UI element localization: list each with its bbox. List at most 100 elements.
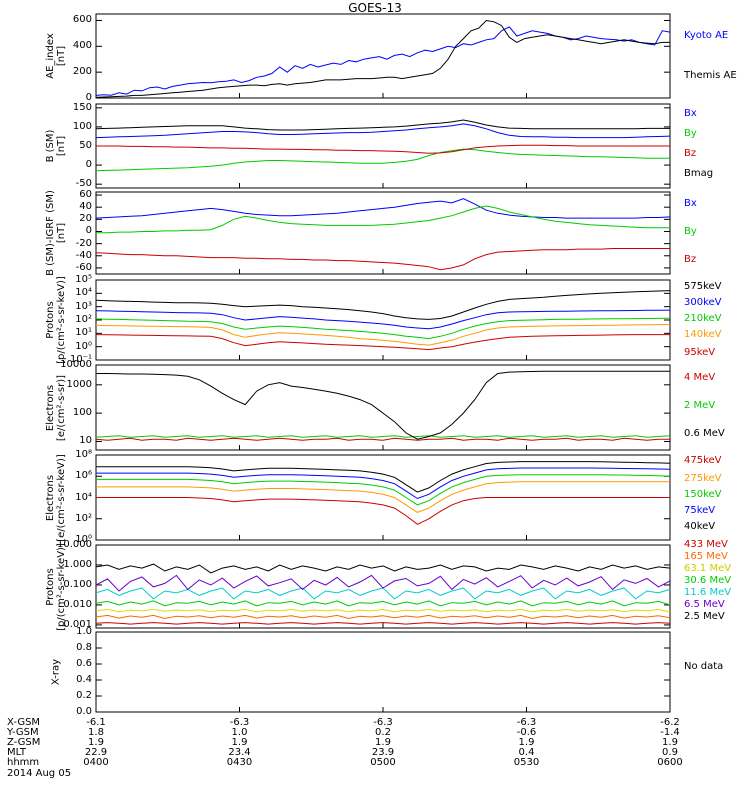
y-tick-label: 10⁴ [75,492,92,503]
x-axis-row-value: 1.9 [518,737,535,748]
y-tick-label: 0.010 [63,599,92,610]
x-axis-row-value: 23.4 [228,747,251,758]
legend-label: Bz [684,254,697,265]
series-line-210kev [95,317,671,340]
y-tick-label: 20 [79,213,92,224]
y-tick-label: 1.0 [76,626,92,637]
y-tick-label: 200 [72,66,92,77]
x-axis-row-value: -6.3 [516,717,537,728]
y-axis-label: Electrons [e/(cm²-s-sr-keV)] [45,453,67,542]
y-tick-label: 10² [75,513,92,524]
legend-label: Bmag [684,168,714,179]
x-axis-row-value: 1.9 [231,737,248,748]
x-axis-row-value: 23.9 [371,747,395,758]
y-tick-label: 0 [85,225,92,236]
y-tick-label: -40 [75,250,92,261]
x-axis-row-value: 0.9 [662,747,678,758]
y-tick-label: 10⁸ [75,449,92,460]
figure-title: GOES-13 [348,1,402,15]
panel-3 [95,279,671,361]
x-axis-row-label: MLT [7,747,26,758]
xray-nodata-label: No data [684,661,724,672]
series-line-475kev [96,497,670,525]
y-tick-label: 0.6 [76,658,92,669]
series-line-63-1-mev [95,608,671,613]
y-axis-label: Protons [p/(cm²-s-sr-keV)] [45,276,67,364]
series-line-bz [95,248,670,271]
legend-label: 75keV [684,505,716,516]
x-axis-row-label: Z-GSM [7,737,41,748]
date-label: 2014 Aug 05 [7,768,72,779]
series-line-themis-ae [95,19,670,98]
legend-label: 6.5 MeV [684,599,725,610]
y-axis-label: B (SM) [nT] [45,129,67,163]
series-line-4-mev [95,437,670,441]
legend-label: 11.6 MeV [684,587,732,598]
panel-0 [95,13,671,99]
x-axis-row-value: 1.8 [88,727,104,738]
panel-frame [95,13,671,99]
y-tick-label: 10⁰ [75,341,92,352]
y-tick-label: 0.8 [76,642,92,653]
y-tick-label: 10² [75,314,92,325]
y-axis-label: X-ray [50,658,62,686]
x-axis-row-value: 1.0 [231,727,248,738]
legend-label: 30.6 MeV [684,575,732,586]
y-tick-label: 0.100 [63,579,92,590]
series-line-165-mev [95,614,671,620]
x-axis-row-value: -6.2 [660,717,680,728]
y-tick-label: 10⁵ [75,274,92,285]
legend-label: 2 MeV [684,400,716,411]
panel-5 [95,454,671,541]
y-tick-label: 0.0 [76,706,92,717]
legend-label: 475keV [684,455,722,466]
panel-7 [95,631,671,713]
x-axis-row-value: 1.9 [662,737,678,748]
y-tick-label: 600 [72,14,92,25]
y-tick-label: 400 [72,40,92,51]
y-tick-label: 1000 [66,379,92,390]
y-tick-label: 40 [79,201,92,212]
x-axis-row-value: 0.4 [518,747,535,758]
y-tick-label: 50 [79,140,92,151]
y-tick-label: 10³ [75,301,92,312]
legend-label: 300keV [684,297,722,308]
series-line-bmag [95,119,670,131]
legend-label: 433 MeV [684,539,728,550]
y-axis-label: Electrons [e/(cm²-s-sr)] [45,374,67,441]
y-tick-label: -50 [75,178,92,189]
series-line-11-6-mev [95,587,671,600]
legend-label: 210keV [684,313,722,324]
series-line-275kev [96,481,670,513]
series-line-6-5-mev [95,574,671,592]
series-line-40kev [96,461,671,493]
y-axis-label: B (SM)-IGRF (SM) [nT] [45,190,67,276]
series-line-140kev [95,324,671,346]
series-line-433-mev [95,622,671,625]
y-tick-label: 10000 [60,359,92,370]
x-axis-row-value: 0530 [513,757,540,768]
y-tick-label: 10¹ [75,327,92,338]
series-line-bz [96,144,670,154]
y-tick-label: 10.000 [57,539,92,550]
legend-label: 40keV [684,521,716,532]
legend-label: By [684,226,697,237]
x-axis-row-value: -1.4 [660,727,680,738]
x-axis-row-value: 0400 [83,757,109,768]
y-tick-label: -20 [75,238,92,249]
series-line-kyoto-ae [95,26,671,96]
legend-label: 0.6 MeV [684,428,725,439]
y-tick-label: 0 [85,92,92,103]
x-axis-row-value: -6.3 [229,717,250,728]
y-tick-label: 0 [85,159,92,170]
panel-frame [95,631,671,713]
y-tick-label: -60 [75,262,92,273]
series-line-30-6-mev [95,600,671,607]
legend-label: 4 MeV [684,372,716,383]
legend-label: 275keV [684,473,722,484]
y-tick-label: 100 [72,121,92,132]
legend-label: Themis AE [684,70,737,81]
x-axis-row-value: -6.3 [373,717,393,728]
